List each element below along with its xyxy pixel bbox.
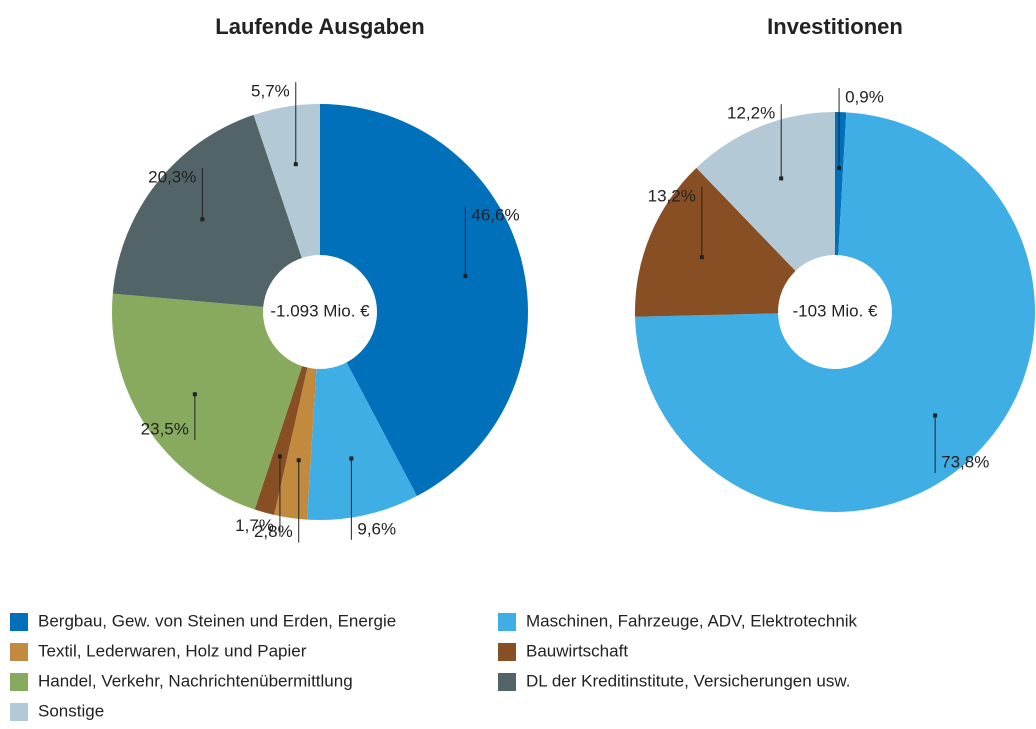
center-label: -103 Mio. €	[792, 301, 878, 320]
donut-hole	[263, 255, 377, 369]
legend-label: Handel, Verkehr, Nachrichtenübermittlung	[38, 671, 353, 690]
leader-dot	[192, 392, 197, 397]
legend-label: Maschinen, Fahrzeuge, ADV, Elektrotechni…	[526, 611, 858, 630]
donut-hole	[778, 255, 892, 369]
leader-dot	[837, 166, 842, 171]
legend-swatch	[498, 613, 516, 631]
leader-dot	[277, 454, 282, 459]
legend-label: DL der Kreditinstitute, Versicherungen u…	[526, 671, 850, 690]
leader-dot	[699, 255, 704, 260]
leader-dot	[779, 176, 784, 181]
leader-dot	[349, 456, 354, 461]
data-label: 46,6%	[471, 206, 519, 225]
data-label: 9,6%	[357, 519, 396, 538]
leader-dot	[200, 217, 205, 222]
legend-swatch	[10, 673, 28, 691]
leader-dot	[296, 458, 301, 463]
leader-dot	[463, 274, 468, 279]
data-label: 73,8%	[941, 452, 989, 471]
data-label: 20,3%	[148, 167, 196, 186]
legend-label: Sonstige	[38, 701, 104, 720]
legend-label: Textil, Lederwaren, Holz und Papier	[38, 641, 307, 660]
data-label: 2,8%	[254, 522, 293, 541]
chart-title: Laufende Ausgaben	[215, 14, 424, 39]
legend-label: Bergbau, Gew. von Steinen und Erden, Ene…	[38, 611, 396, 630]
data-label: 0,9%	[845, 88, 884, 107]
chart-title: Investitionen	[767, 14, 903, 39]
data-label: 23,5%	[141, 419, 189, 438]
data-label: 12,2%	[727, 104, 775, 123]
data-label: 13,2%	[648, 187, 696, 206]
leader-dot	[933, 413, 938, 418]
center-label: -1.093 Mio. €	[270, 301, 370, 320]
legend-swatch	[10, 613, 28, 631]
leader-dot	[293, 162, 298, 167]
legend-label: Bauwirtschaft	[526, 641, 628, 660]
pie-slice	[112, 293, 320, 510]
pie-slice	[635, 167, 835, 317]
legend-swatch	[498, 673, 516, 691]
data-label: 5,7%	[251, 82, 290, 101]
legend-swatch	[10, 643, 28, 661]
pie-slice	[696, 112, 835, 312]
legend-swatch	[498, 643, 516, 661]
pie-slice	[320, 104, 529, 497]
data-label: 1,7%	[235, 516, 274, 535]
pie-slice	[112, 114, 320, 312]
legend-swatch	[10, 703, 28, 721]
